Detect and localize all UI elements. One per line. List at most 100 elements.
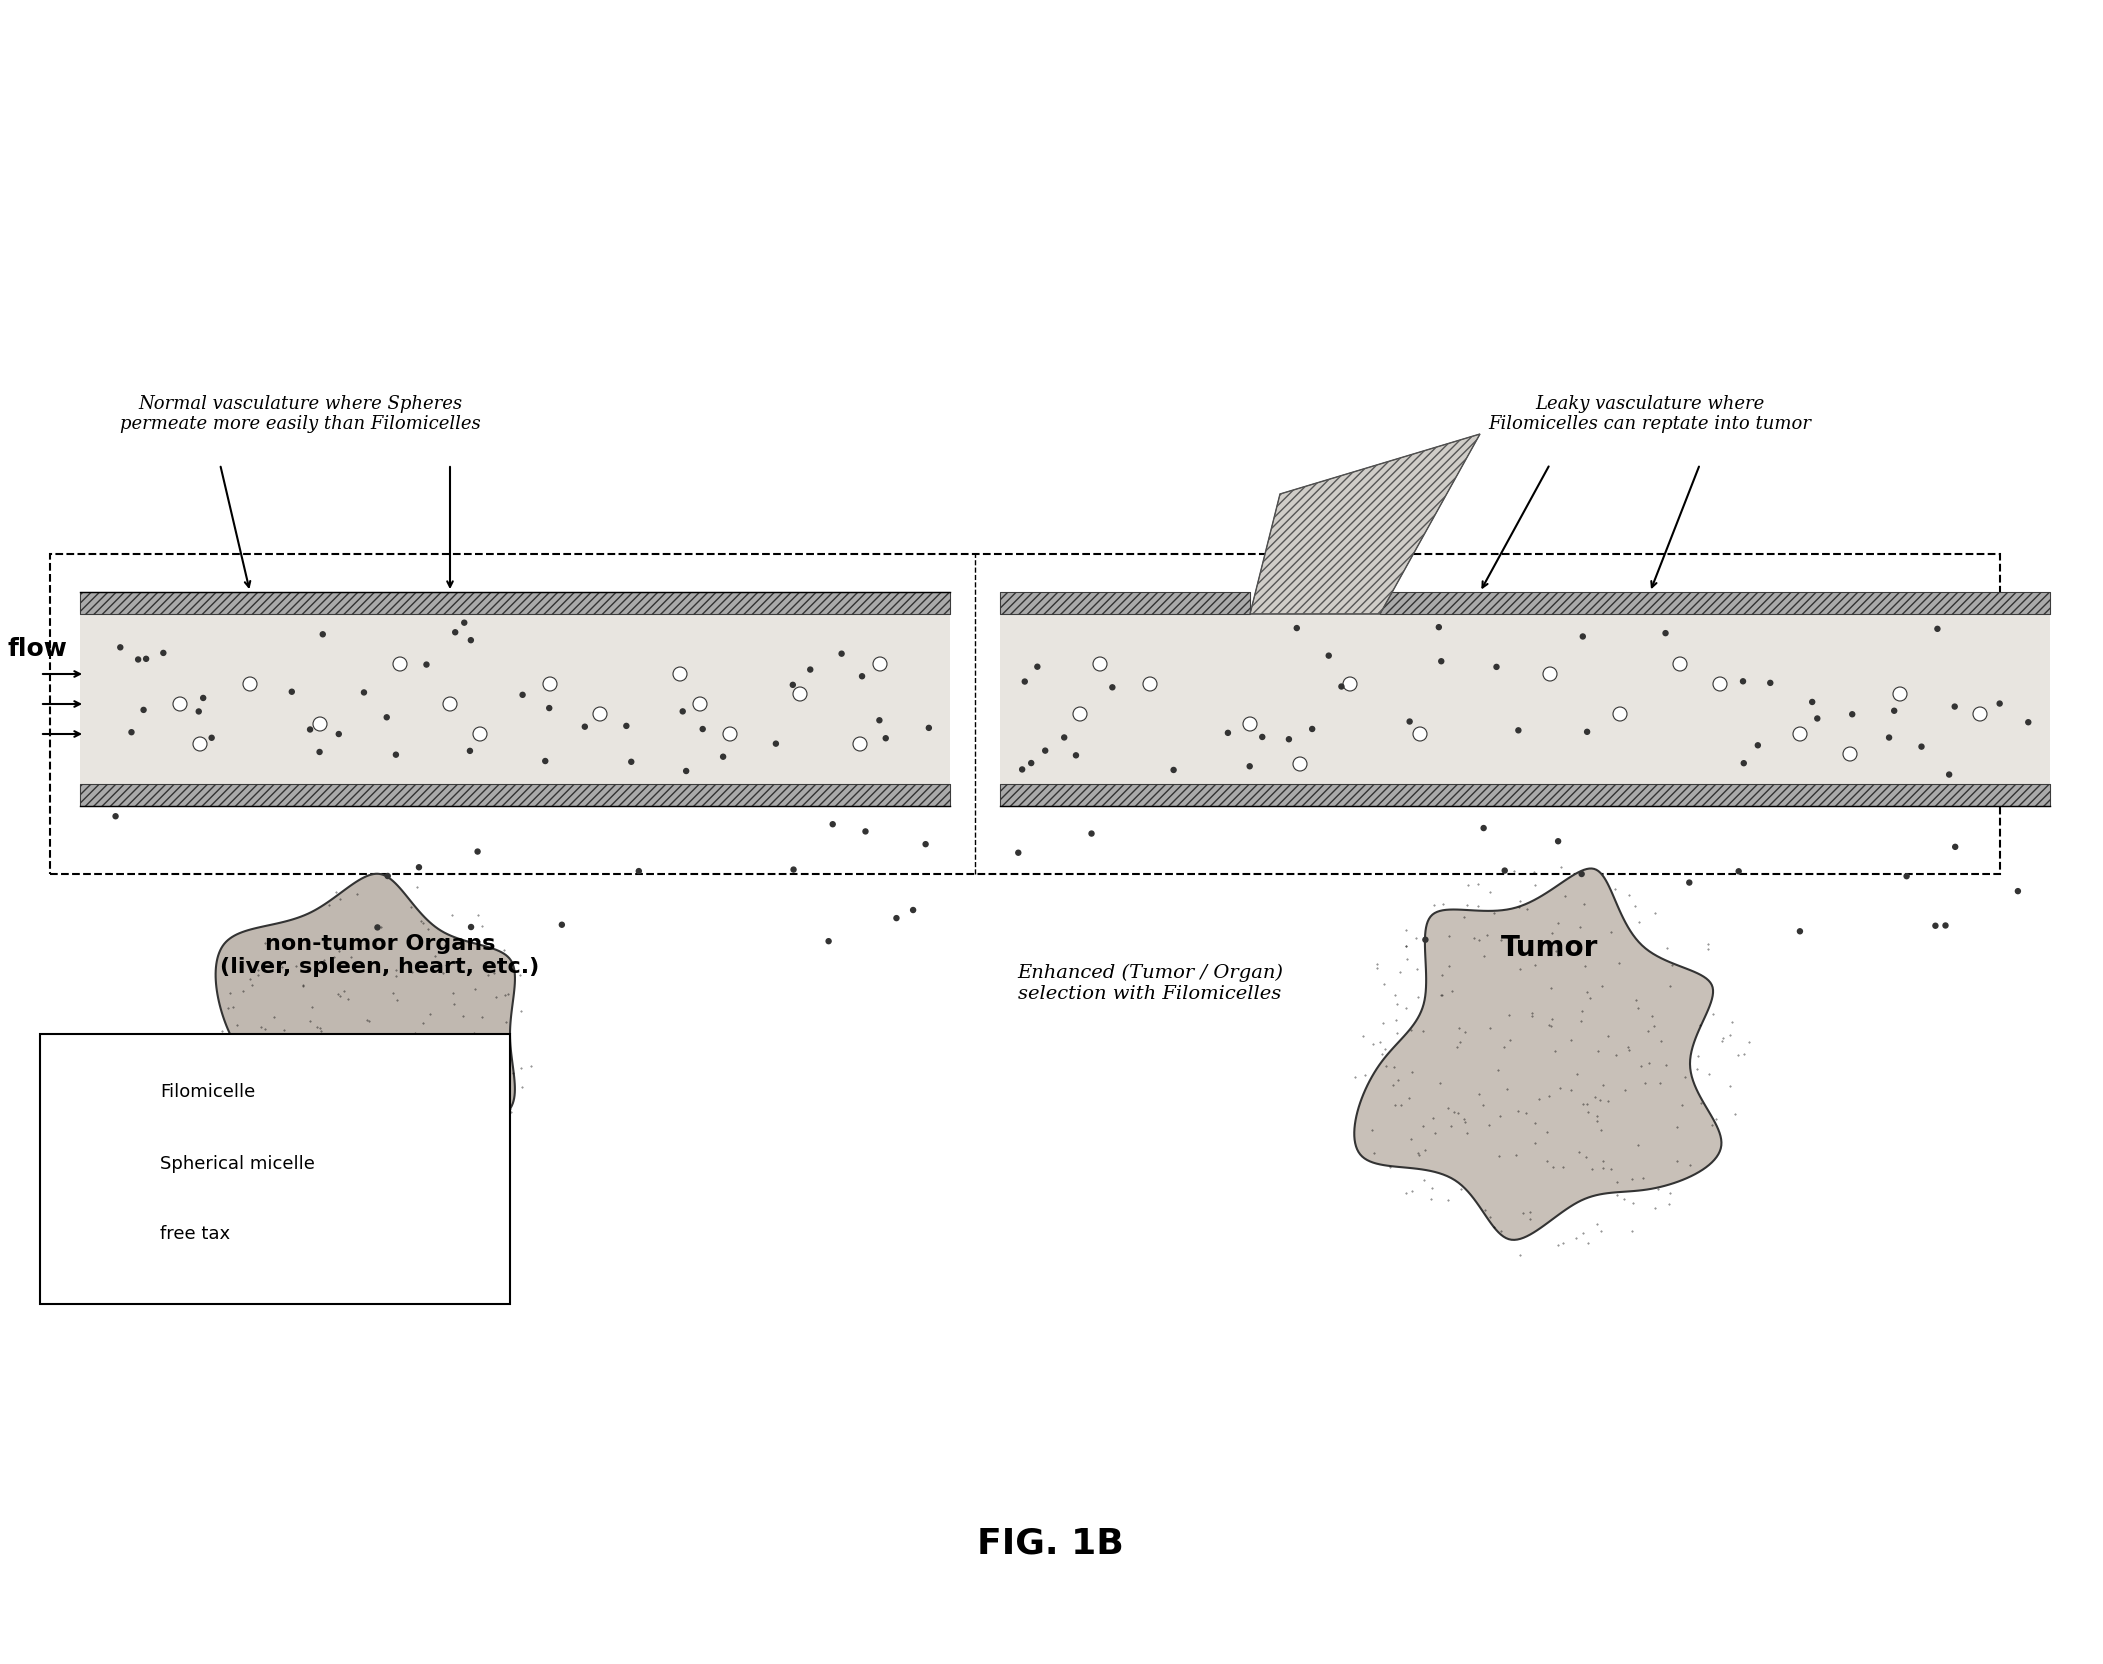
Circle shape	[463, 621, 467, 626]
Circle shape	[1226, 730, 1230, 735]
Circle shape	[1842, 747, 1857, 760]
Circle shape	[1954, 844, 1958, 849]
Circle shape	[1436, 624, 1441, 629]
Circle shape	[425, 662, 429, 667]
FancyBboxPatch shape	[1001, 784, 2050, 805]
FancyBboxPatch shape	[1001, 614, 2050, 784]
Circle shape	[307, 727, 313, 732]
Circle shape	[1893, 709, 1897, 714]
Circle shape	[629, 759, 633, 764]
Circle shape	[860, 674, 864, 679]
Circle shape	[793, 687, 808, 701]
Circle shape	[290, 689, 294, 694]
Circle shape	[625, 724, 629, 729]
Circle shape	[1171, 767, 1176, 772]
Circle shape	[679, 709, 686, 714]
Circle shape	[128, 730, 135, 735]
Polygon shape	[1249, 434, 1481, 614]
Circle shape	[559, 922, 564, 927]
Circle shape	[160, 651, 166, 656]
Circle shape	[141, 707, 145, 712]
Circle shape	[1502, 869, 1508, 874]
Circle shape	[1798, 929, 1802, 934]
Circle shape	[1110, 686, 1115, 691]
FancyBboxPatch shape	[1380, 592, 2050, 614]
Circle shape	[683, 769, 688, 774]
Circle shape	[172, 697, 187, 711]
Circle shape	[637, 869, 641, 874]
Circle shape	[1144, 677, 1157, 691]
Circle shape	[1741, 760, 1745, 765]
Circle shape	[543, 759, 547, 764]
Circle shape	[114, 814, 118, 819]
Circle shape	[1493, 664, 1499, 669]
Polygon shape	[1354, 869, 1722, 1240]
Circle shape	[1584, 729, 1590, 734]
Circle shape	[467, 749, 473, 754]
Circle shape	[1516, 727, 1520, 732]
Circle shape	[547, 706, 551, 711]
Circle shape	[385, 716, 389, 721]
FancyBboxPatch shape	[80, 614, 951, 784]
Circle shape	[137, 657, 141, 662]
Circle shape	[700, 727, 705, 732]
Circle shape	[374, 925, 381, 930]
FancyBboxPatch shape	[40, 1033, 511, 1305]
Text: free tax: free tax	[160, 1225, 229, 1243]
Text: Filomicelle: Filomicelle	[160, 1083, 254, 1102]
Circle shape	[519, 692, 526, 697]
Circle shape	[1424, 937, 1428, 942]
Circle shape	[1756, 742, 1760, 747]
Circle shape	[1943, 924, 1947, 929]
Circle shape	[873, 657, 887, 671]
Circle shape	[1893, 687, 1907, 701]
Circle shape	[925, 726, 932, 730]
Circle shape	[1998, 701, 2002, 706]
Circle shape	[208, 735, 215, 740]
Circle shape	[1794, 727, 1806, 740]
Circle shape	[923, 842, 927, 847]
Text: flow: flow	[8, 637, 67, 661]
Circle shape	[1094, 657, 1106, 671]
Circle shape	[1413, 727, 1428, 740]
Polygon shape	[217, 874, 515, 1183]
Circle shape	[673, 667, 688, 681]
Text: Leaky vasculature where
Filomicelles can reptate into tumor: Leaky vasculature where Filomicelles can…	[1489, 394, 1811, 433]
Circle shape	[1933, 924, 1939, 929]
Circle shape	[1260, 734, 1264, 739]
Circle shape	[1851, 712, 1855, 717]
Circle shape	[1293, 626, 1300, 631]
Circle shape	[473, 727, 488, 740]
Circle shape	[831, 822, 835, 827]
Circle shape	[1741, 679, 1745, 684]
Circle shape	[1935, 626, 1939, 631]
Circle shape	[244, 677, 257, 691]
Circle shape	[1043, 749, 1047, 754]
Circle shape	[200, 696, 206, 701]
Circle shape	[469, 925, 473, 930]
Circle shape	[723, 727, 736, 740]
Circle shape	[1674, 657, 1687, 671]
Circle shape	[593, 707, 608, 721]
Text: FIG. 1B: FIG. 1B	[976, 1528, 1123, 1561]
Circle shape	[2015, 889, 2021, 894]
Circle shape	[362, 691, 366, 696]
Circle shape	[475, 849, 479, 854]
Circle shape	[1407, 719, 1411, 724]
Circle shape	[894, 915, 898, 920]
Circle shape	[1579, 634, 1586, 639]
Circle shape	[883, 735, 887, 740]
Circle shape	[1811, 699, 1815, 704]
Text: non-tumor Organs
(liver, spleen, heart, etc.): non-tumor Organs (liver, spleen, heart, …	[221, 934, 540, 977]
Circle shape	[193, 737, 206, 750]
Text: Normal vasculature where Spheres
permeate more easily than Filomicelles: Normal vasculature where Spheres permeat…	[120, 394, 479, 433]
Text: Enhanced (Tumor / Organ)
selection with Filomicelles: Enhanced (Tumor / Organ) selection with …	[1018, 963, 1283, 1003]
Circle shape	[336, 732, 341, 737]
Circle shape	[1022, 679, 1026, 684]
Circle shape	[1947, 772, 1952, 777]
Text: Spherical micelle: Spherical micelle	[160, 1155, 315, 1173]
Circle shape	[1663, 631, 1668, 636]
Circle shape	[1247, 764, 1251, 769]
Circle shape	[877, 717, 881, 722]
Circle shape	[444, 697, 456, 711]
